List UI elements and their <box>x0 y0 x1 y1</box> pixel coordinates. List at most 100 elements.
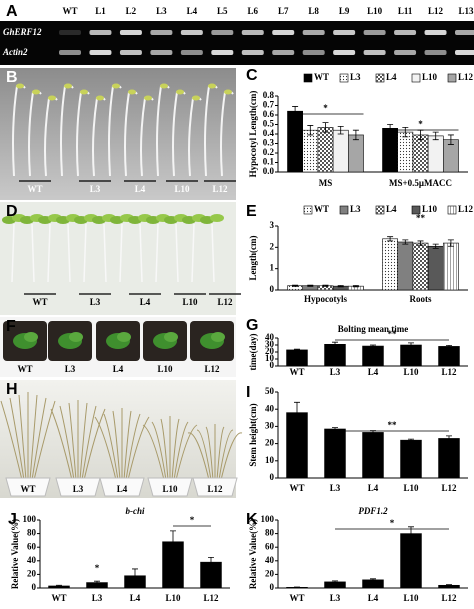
panel-letter: A <box>6 3 18 20</box>
gel-band <box>241 50 264 55</box>
y-axis-label: Hypocotyl Length(cm) <box>248 91 258 178</box>
root <box>119 223 123 283</box>
stem <box>175 424 198 481</box>
legend-swatch <box>411 73 421 83</box>
chart-title: PDF1.2 <box>358 506 388 516</box>
x-tick-label: L12 <box>203 593 219 603</box>
gel-band <box>89 30 112 35</box>
rosette <box>211 332 225 342</box>
photo-label: L4 <box>140 297 151 307</box>
y-tick-label: 100 <box>261 514 275 524</box>
bar-pattern <box>443 243 459 290</box>
y-tick-label: 20 <box>265 346 275 356</box>
gel-band <box>363 30 386 35</box>
stem <box>79 402 88 481</box>
bar-pattern <box>287 285 303 290</box>
stem <box>160 418 169 481</box>
stem <box>220 432 243 481</box>
photo-label: L4 <box>113 364 124 374</box>
legend-label: WT <box>314 72 329 82</box>
legend-swatch-pattern <box>340 74 348 82</box>
x-tick-label: L10 <box>403 483 419 493</box>
bar <box>438 438 460 479</box>
annotation: * <box>390 518 395 528</box>
stem <box>81 405 97 481</box>
legend-label: L3 <box>350 204 361 214</box>
error-bar <box>446 584 452 587</box>
error-bar <box>402 239 409 245</box>
bar-pattern <box>412 134 429 172</box>
x-tick-label: L12 <box>441 483 457 493</box>
error-bar <box>332 580 338 584</box>
annotation: * <box>95 563 100 573</box>
x-tick-label: MS+0.5μMACC <box>389 178 452 188</box>
y-tick-label: 10 <box>265 353 275 363</box>
y-tick-label: 20 <box>27 568 37 578</box>
legend-swatch <box>303 73 313 83</box>
annotation: ** <box>388 420 398 430</box>
root <box>67 223 71 283</box>
error-bar <box>352 129 359 141</box>
stem <box>0 400 23 481</box>
root <box>31 223 35 283</box>
y-tick-label: 0 <box>32 582 37 592</box>
bar <box>427 135 444 173</box>
photo <box>0 68 236 200</box>
error-bar <box>322 122 329 133</box>
y-tick-label: 40 <box>265 555 275 565</box>
bar <box>382 128 398 173</box>
pot <box>5 477 51 497</box>
panel-letter: F <box>6 318 16 335</box>
error-bar <box>370 344 376 348</box>
photo-label: L3 <box>90 184 101 194</box>
pot <box>192 477 238 497</box>
gel-band <box>59 50 81 55</box>
legend-swatch-pattern <box>376 74 384 82</box>
lane-label: L7 <box>278 6 289 16</box>
legend-label: L10 <box>422 204 438 214</box>
bar <box>287 110 303 173</box>
legend-swatch <box>411 205 421 215</box>
error-bar <box>337 285 344 288</box>
error-bar <box>337 126 344 135</box>
legend-swatch <box>339 205 349 215</box>
legend-label: L4 <box>386 204 397 214</box>
error-bar <box>432 243 439 249</box>
cotyledon <box>64 83 72 89</box>
y-tick-label: 30 <box>265 339 275 349</box>
y-tick-label: 0.6 <box>263 109 275 119</box>
photo-label: L10 <box>157 364 173 374</box>
panel-letter: G <box>246 317 258 334</box>
gel-band <box>180 50 203 55</box>
gel-band <box>333 50 356 55</box>
gel-band <box>59 30 81 35</box>
y-tick-label: 0 <box>270 360 275 370</box>
lane-label: L3 <box>156 6 167 16</box>
x-tick-label: L10 <box>403 593 419 603</box>
error-bar <box>307 125 314 136</box>
photo-label: L10 <box>174 184 190 194</box>
y-tick-label: 1 <box>270 263 275 273</box>
stem <box>94 416 117 481</box>
x-tick-label: L12 <box>441 593 457 603</box>
error-bar <box>332 427 338 431</box>
stem <box>112 410 121 481</box>
stem <box>9 397 25 481</box>
gel-band <box>394 30 417 35</box>
cotyledon <box>112 83 120 89</box>
error-bar <box>408 342 414 348</box>
cotyledon <box>48 95 56 101</box>
photo-label: L3 <box>65 364 76 374</box>
bar <box>397 241 414 291</box>
gel-band <box>455 30 474 35</box>
error-bar <box>292 284 299 287</box>
stem <box>127 416 150 481</box>
lane-label: L11 <box>398 6 413 16</box>
gel-band <box>363 50 386 55</box>
photo-label: L3 <box>73 484 84 494</box>
gel-band <box>302 50 325 55</box>
error-bar <box>408 438 414 442</box>
error-bar <box>332 341 338 347</box>
gel-band <box>424 30 447 35</box>
y-tick-label: 40 <box>27 555 37 565</box>
